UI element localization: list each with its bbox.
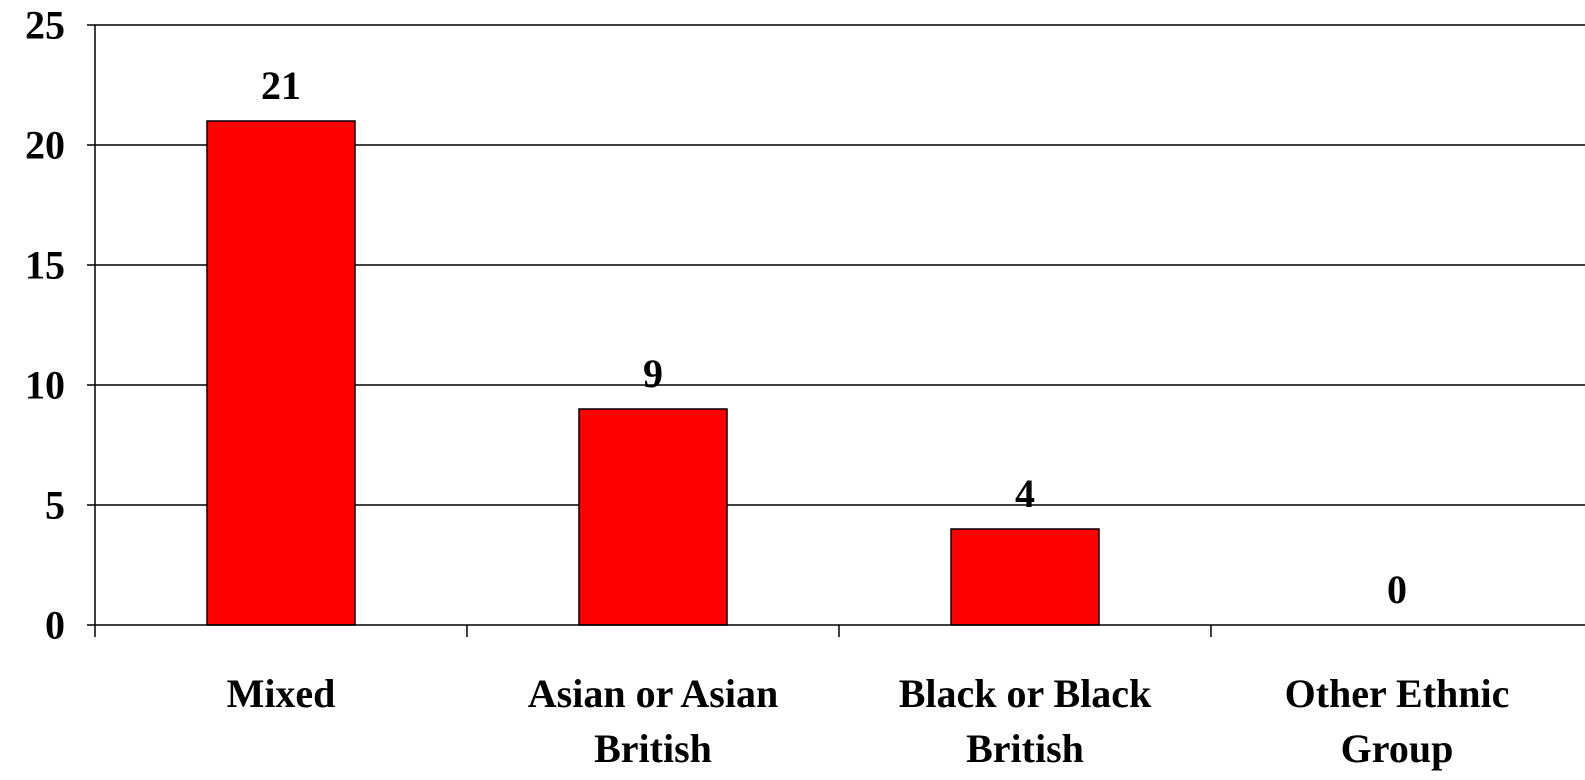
- category-label-line: Mixed: [227, 671, 336, 716]
- bars: [206, 120, 1100, 626]
- category-label-line: Other Ethnic: [1285, 671, 1510, 716]
- category-label-line: British: [966, 726, 1084, 771]
- category-label-line: Asian or Asian: [528, 671, 778, 716]
- data-labels: 21 9 4 0: [261, 63, 1407, 612]
- data-label: 9: [643, 351, 663, 396]
- y-tick-label: 5: [45, 483, 65, 528]
- category-label: Asian or Asian British: [528, 671, 778, 771]
- category-label-line: Group: [1341, 726, 1454, 771]
- bar: [578, 408, 728, 626]
- y-tick-labels: 0 5 10 15 20 25: [25, 3, 65, 648]
- category-label-line: Black or Black: [899, 671, 1152, 716]
- category-label: Black or Black British: [899, 671, 1152, 771]
- data-label: 4: [1015, 471, 1035, 516]
- axes: [87, 24, 1585, 637]
- bar: [950, 528, 1100, 626]
- y-tick-label: 0: [45, 603, 65, 648]
- y-tick-label: 10: [25, 363, 65, 408]
- y-tick-label: 15: [25, 243, 65, 288]
- bar: [206, 120, 356, 626]
- category-label: Mixed: [227, 671, 336, 716]
- y-tick-label: 25: [25, 3, 65, 48]
- data-label: 0: [1387, 567, 1407, 612]
- category-label-line: British: [594, 726, 712, 771]
- y-tick-label: 20: [25, 123, 65, 168]
- category-label: Other Ethnic Group: [1285, 671, 1510, 771]
- data-label: 21: [261, 63, 301, 108]
